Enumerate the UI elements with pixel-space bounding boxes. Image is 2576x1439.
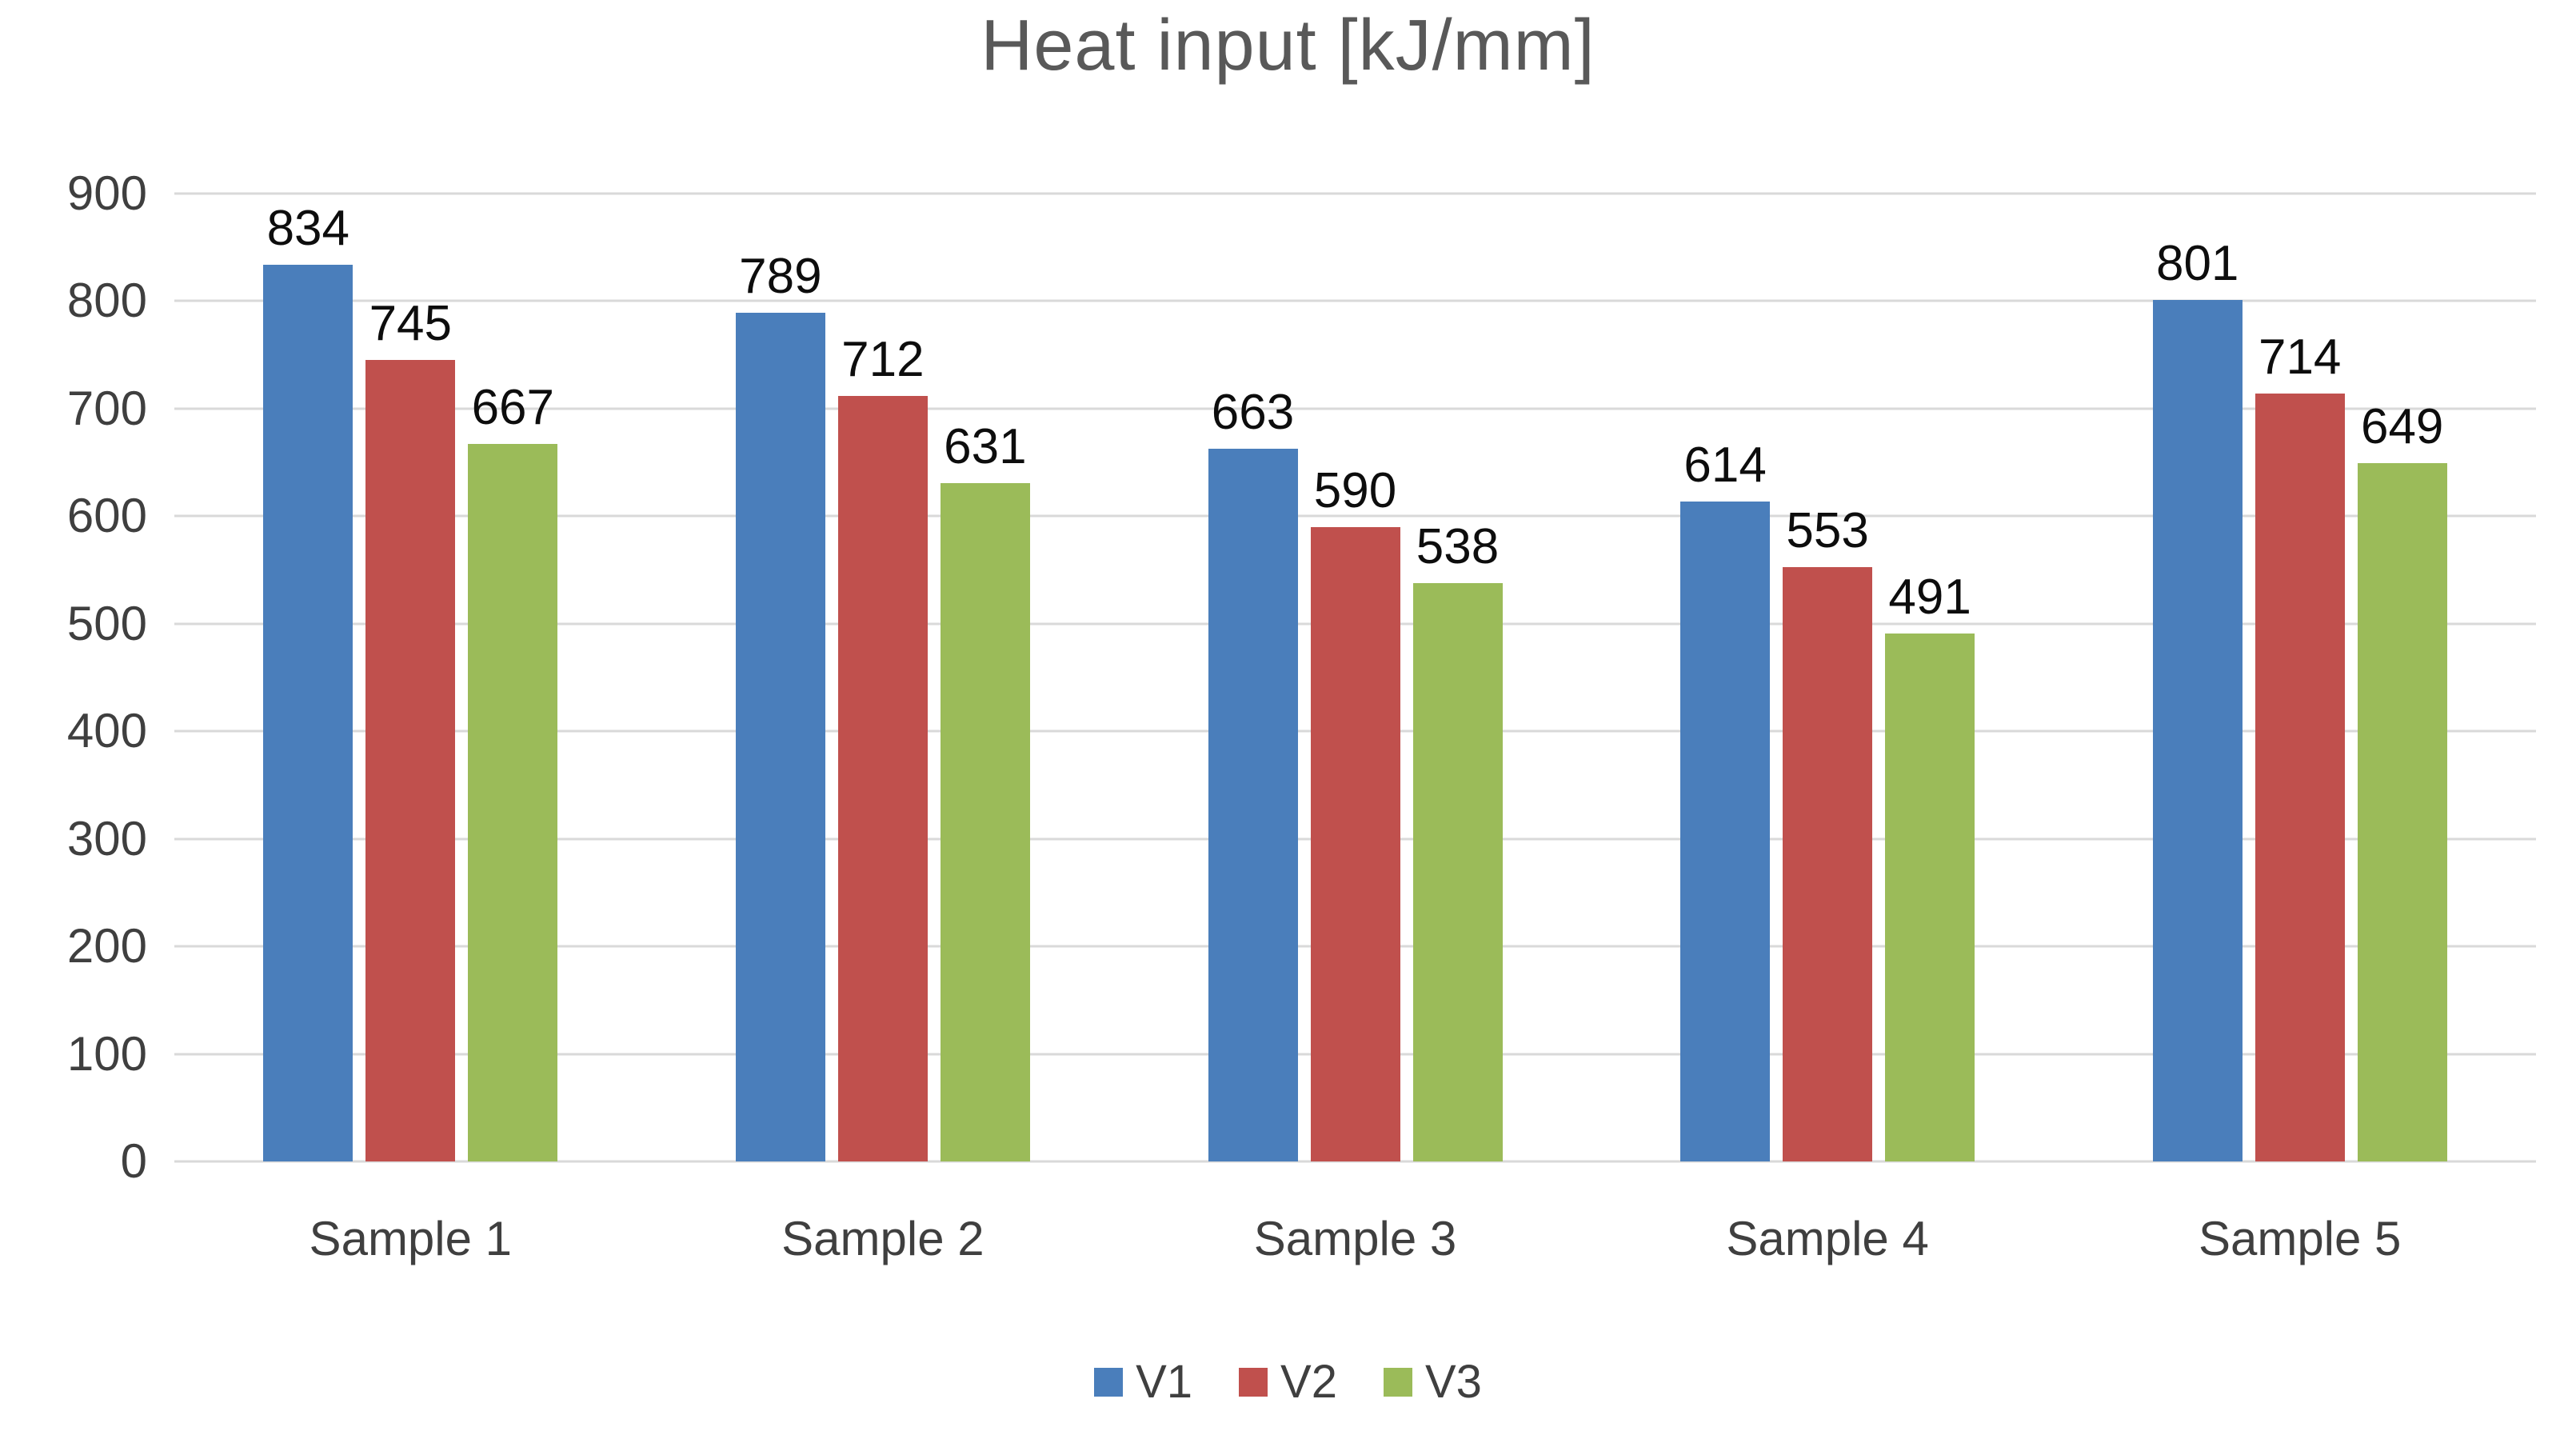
legend-item-v1: V1 [1094, 1359, 1192, 1405]
y-axis-tick-label: 600 [66, 489, 147, 543]
legend-swatch-icon [1094, 1368, 1124, 1397]
y-axis-tick-label: 700 [66, 381, 147, 435]
y-axis-tick-label: 0 [120, 1134, 147, 1188]
bar-value-label: 631 [944, 418, 1027, 474]
bar-v1-sample-2: 789 [735, 252, 825, 1161]
x-axis-category-label: Sample 4 [1726, 1212, 1929, 1265]
bar-v1-sample-1: 834 [263, 203, 353, 1161]
legend-swatch-icon [1239, 1368, 1268, 1397]
bar-v1-sample-4: 614 [1680, 440, 1771, 1161]
y-axis-tick-label: 100 [66, 1026, 147, 1081]
y-axis-tick-label: 900 [66, 166, 147, 220]
bar-v2-sample-1: 745 [365, 299, 456, 1161]
gridline [174, 299, 2536, 302]
bar-v3-sample-2: 631 [940, 422, 1030, 1161]
bar-v3-sample-4: 491 [1885, 572, 1975, 1161]
gridline [174, 407, 2536, 410]
bar-group-sample-2: 789 712 631 [735, 194, 1030, 1161]
legend: V1 V2 V3 [0, 1359, 2576, 1405]
bar-value-label: 667 [471, 380, 555, 436]
gridline [174, 192, 2536, 195]
bar-value-label: 491 [1888, 569, 1971, 625]
bar-v3-sample-1: 667 [468, 383, 558, 1161]
bar-v2-sample-5: 714 [2254, 333, 2345, 1161]
legend-swatch-icon [1383, 1368, 1412, 1397]
chart-title: Heat input [kJ/mm] [980, 6, 1596, 86]
bar-group-sample-1: 834 745 667 [263, 194, 558, 1161]
bar-value-label: 745 [369, 296, 453, 352]
bar-value-label: 834 [266, 200, 350, 256]
bar-v3-sample-5: 649 [2357, 402, 2447, 1161]
bar-value-label: 801 [2155, 236, 2239, 292]
legend-label: V2 [1280, 1356, 1337, 1408]
y-axis-tick-label: 800 [66, 274, 147, 328]
legend-label: V3 [1424, 1356, 1482, 1408]
bar-v2-sample-4: 553 [1783, 506, 1873, 1161]
x-axis-category-label: Sample 1 [309, 1212, 513, 1265]
gridline [174, 514, 2536, 518]
plot-area: 0 100 200 300 400 500 600 700 800 900 834 745 667 Sam… [67, 170, 2536, 1265]
legend-item-v2: V2 [1239, 1359, 1337, 1405]
bar-value-label: 712 [841, 331, 925, 387]
bar-value-label: 590 [1313, 462, 1397, 518]
bar-group-sample-4: 614 553 491 [1680, 194, 1975, 1161]
bar-value-label: 663 [1211, 384, 1295, 440]
bar-value-label: 538 [1416, 518, 1500, 574]
bar-v2-sample-2: 712 [837, 334, 928, 1161]
gridline [174, 1160, 2536, 1163]
x-axis-category-label: Sample 2 [781, 1212, 984, 1265]
bar-v3-sample-3: 538 [1412, 522, 1503, 1161]
bar-group-sample-5: 801 714 649 [2152, 194, 2447, 1161]
y-axis-tick-label: 400 [66, 704, 147, 758]
bar-value-label: 553 [1786, 502, 1869, 558]
bar-v1-sample-5: 801 [2152, 239, 2243, 1161]
bar-value-label: 714 [2258, 330, 2342, 386]
bar-v2-sample-3: 590 [1310, 466, 1400, 1161]
x-axis-category-label: Sample 5 [2198, 1212, 2402, 1265]
y-axis-tick-label: 500 [66, 596, 147, 650]
x-axis-category-label: Sample 3 [1253, 1212, 1457, 1265]
bar-group-sample-3: 663 590 538 [1208, 194, 1503, 1161]
bar-v1-sample-3: 663 [1208, 387, 1298, 1161]
legend-label: V1 [1136, 1356, 1193, 1408]
y-axis-tick-label: 300 [66, 811, 147, 865]
bar-value-label: 649 [2360, 399, 2444, 455]
bar-value-label: 789 [739, 249, 822, 305]
legend-item-v3: V3 [1383, 1356, 1482, 1408]
y-axis-tick-label: 200 [66, 919, 147, 973]
bar-value-label: 614 [1683, 437, 1767, 493]
